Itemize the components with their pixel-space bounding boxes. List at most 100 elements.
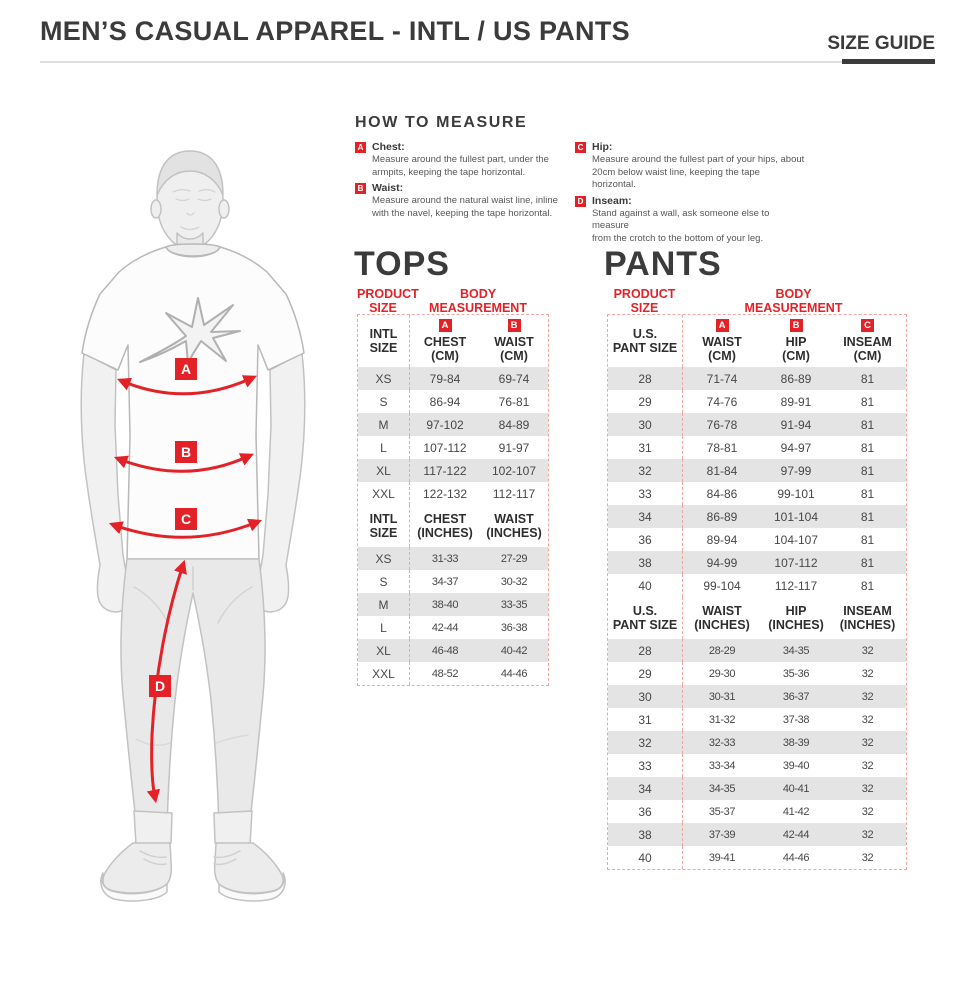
table-row: 34 86-89 101-104 81	[608, 505, 906, 528]
value-cell: 32	[861, 667, 874, 680]
hip-cm-header: B HIP (CM)	[782, 318, 810, 363]
marker-letter-a: A	[181, 361, 191, 377]
measurement-badge-a: A	[438, 318, 452, 332]
value-cell: 32	[861, 759, 874, 772]
measure-item-hip: C Hip: Measure around the fullest part o…	[575, 141, 805, 192]
table-row: 40 99-104 112-117 81	[608, 574, 906, 597]
product-size-header: PRODUCT SIZE	[357, 287, 419, 316]
value-cell: 48-52	[431, 667, 459, 680]
measure-item-label: Hip:	[592, 141, 613, 153]
chest-inches-header: CHEST (INCHES)	[417, 511, 473, 540]
measure-item-chest: A Chest: Measure around the fullest part…	[355, 141, 560, 179]
value-cell: 31-33	[431, 552, 459, 565]
value-cell: 36-38	[500, 621, 528, 634]
how-to-measure-col-1: A Chest: Measure around the fullest part…	[355, 141, 560, 223]
value-cell: 117-122	[423, 463, 467, 478]
size-cell: 31	[608, 436, 683, 459]
value-cell: 35-37	[708, 805, 736, 818]
value-cell: 69-74	[498, 371, 530, 386]
value-cell: 40-41	[782, 782, 810, 795]
value-cell: 32	[861, 851, 874, 864]
value-cell: 112-117	[774, 578, 818, 593]
value-cell: 122-132	[422, 486, 468, 501]
value-cell: 74-76	[706, 394, 738, 409]
table-row: S 86-94 76-81	[358, 390, 548, 413]
value-cell: 30-32	[500, 575, 528, 588]
value-cell: 71-74	[706, 371, 738, 386]
size-cell: 30	[608, 413, 683, 436]
value-cell: 46-48	[431, 644, 459, 657]
waist-cm-header: B WAIST (CM)	[494, 318, 534, 363]
value-cell: 81	[860, 417, 875, 432]
measure-item-inseam: D Inseam: Stand against a wall, ask some…	[575, 195, 805, 246]
value-cell: 33-34	[708, 759, 736, 772]
value-cell: 30-31	[708, 690, 736, 703]
size-cell: L	[358, 436, 410, 459]
size-column-header: U.S. PANT SIZE	[608, 315, 683, 367]
measurement-badge-a: A	[715, 318, 729, 332]
value-cell: 37-39	[708, 828, 736, 841]
tops-cm-body: XS 79-84 69-74 S 86-94 76-81 M 97-102 84-89 L 107-…	[358, 367, 548, 505]
value-cell: 84-89	[498, 417, 530, 432]
table-row: XS 79-84 69-74	[358, 367, 548, 390]
size-cell: 40	[608, 574, 683, 597]
value-cell: 81	[860, 555, 875, 570]
how-to-measure-col-2: C Hip: Measure around the fullest part o…	[575, 141, 805, 248]
value-cell: 31-32	[708, 713, 736, 726]
table-row: S 34-37 30-32	[358, 570, 548, 593]
size-cell: XL	[358, 459, 410, 482]
hip-measure-arrow	[108, 518, 262, 539]
table-row: 32 81-84 97-99 81	[608, 459, 906, 482]
value-cell: 89-91	[780, 394, 812, 409]
measure-badge-b: B	[355, 183, 366, 195]
value-cell: 84-86	[706, 486, 738, 501]
page-title: MEN’S CASUAL APPAREL - INTL / US PANTS	[40, 16, 630, 46]
table-row: 34 34-35 40-41 32	[608, 777, 906, 800]
how-to-measure-title: HOW TO MEASURE	[355, 114, 528, 131]
table-row: 30 76-78 91-94 81	[608, 413, 906, 436]
value-cell: 81	[860, 394, 875, 409]
value-cell: 42-44	[782, 828, 810, 841]
pants-column-group-headers: PRODUCT SIZE BODY MEASUREMENT	[607, 287, 905, 316]
pants-table: U.S. PANT SIZE A WAIST (CM) B HIP (CM) C…	[607, 314, 907, 870]
value-cell: 101-104	[773, 509, 819, 524]
size-cell: XL	[358, 639, 410, 662]
value-cell: 81	[860, 463, 875, 478]
size-cell: 31	[608, 708, 683, 731]
measurement-figure-svg: A B C D	[80, 150, 306, 902]
value-cell: 107-112	[774, 555, 818, 570]
value-cell: 32	[861, 713, 874, 726]
measure-item-text: Stand against a wall, ask someone else t…	[592, 207, 770, 244]
header-divider	[40, 61, 935, 63]
size-guide-label: SIZE GUIDE	[827, 33, 935, 54]
inseam-cm-header: C INSEAM (CM)	[843, 318, 892, 363]
value-cell: 32	[861, 690, 874, 703]
value-cell: 76-78	[706, 417, 738, 432]
pants-inches-body: 28 28-29 34-35 32 29 29-30 35-36 32 30 30-31 36-37…	[608, 639, 906, 869]
value-cell: 81	[860, 486, 875, 501]
size-cell: 36	[608, 528, 683, 551]
measure-item-label: Waist:	[372, 182, 404, 195]
table-row: XXL 48-52 44-46	[358, 662, 548, 685]
table-row: 31 78-81 94-97 81	[608, 436, 906, 459]
value-cell: 78-81	[706, 440, 738, 455]
value-cell: 81	[860, 371, 875, 386]
value-cell: 81	[860, 509, 875, 524]
value-cell: 35-36	[782, 667, 810, 680]
value-cell: 107-112	[423, 440, 467, 455]
table-row: XS 31-33 27-29	[358, 547, 548, 570]
size-cell: L	[358, 616, 410, 639]
inseam-inches-header: INSEAM (INCHES)	[839, 603, 896, 632]
product-size-header: PRODUCT SIZE	[613, 287, 676, 316]
value-cell: 76-81	[498, 394, 530, 409]
star-logo	[139, 297, 241, 364]
value-cell: 38-40	[431, 598, 459, 611]
value-cell: 39-41	[708, 851, 736, 864]
value-cell: 32	[861, 736, 874, 749]
table-row: 28 71-74 86-89 81	[608, 367, 906, 390]
value-cell: 37-38	[782, 713, 810, 726]
marker-letter-d: D	[155, 678, 165, 694]
measure-item-label: Chest:	[372, 141, 405, 153]
value-cell: 104-107	[773, 532, 819, 547]
